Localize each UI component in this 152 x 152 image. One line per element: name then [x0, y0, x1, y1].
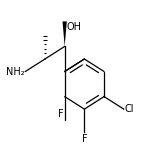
Text: OH: OH	[66, 22, 81, 32]
Text: F: F	[82, 134, 87, 144]
Text: F: F	[58, 109, 64, 119]
Polygon shape	[62, 21, 67, 47]
Text: Cl: Cl	[125, 104, 134, 114]
Text: NH₂: NH₂	[6, 67, 24, 76]
